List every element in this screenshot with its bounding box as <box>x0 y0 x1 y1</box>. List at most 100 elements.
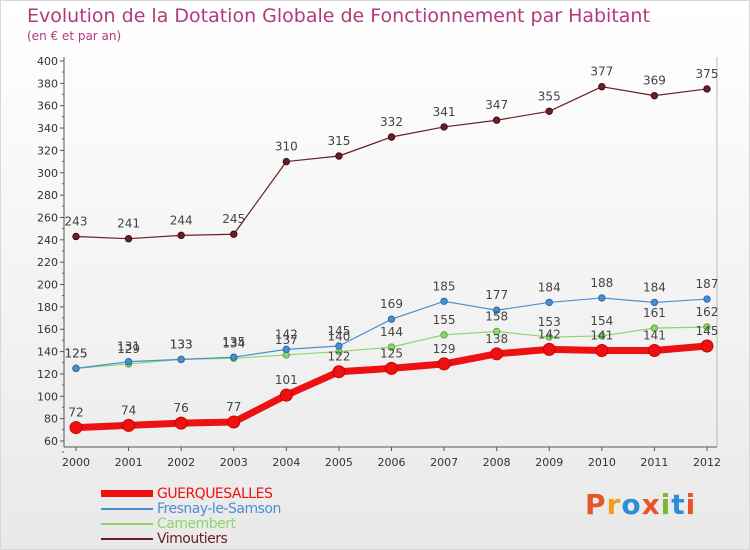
data-point <box>545 298 553 307</box>
data-point <box>650 324 659 332</box>
data-point <box>124 357 133 366</box>
data-point <box>230 353 238 361</box>
legend-label: Vimoutiers <box>157 530 228 547</box>
x-tick-label: 2003 <box>220 456 248 469</box>
data-label: 142 <box>538 327 561 341</box>
data-label: 137 <box>275 333 298 347</box>
y-tick-label: 380 <box>37 77 58 90</box>
data-label: 162 <box>696 305 719 319</box>
data-label: 74 <box>121 403 136 417</box>
x-tick-label: 2000 <box>62 456 90 469</box>
y-tick-label: 180 <box>37 301 58 314</box>
legend-swatch <box>101 490 153 497</box>
data-label: 145 <box>327 324 350 338</box>
data-label: 77 <box>226 400 241 414</box>
data-label: 188 <box>590 276 613 290</box>
y-tick-label: 200 <box>37 279 58 292</box>
legend-swatch <box>101 522 153 525</box>
legend-item: Fresnay-le-Samson <box>101 500 281 517</box>
data-label: 155 <box>433 313 456 327</box>
data-point <box>545 333 553 341</box>
legend-swatch <box>101 507 153 510</box>
data-point <box>174 416 188 430</box>
y-tick-label: 60 <box>44 435 58 448</box>
y-tick-label: 240 <box>37 234 58 247</box>
data-point <box>72 364 80 373</box>
y-tick-label: 280 <box>37 189 58 202</box>
data-label: 332 <box>380 115 403 129</box>
data-label: 177 <box>485 288 508 302</box>
x-tick-label: 2011 <box>640 456 668 469</box>
data-label: 355 <box>538 89 561 103</box>
legend: GUERQUESALLES Fresnay-le-Samson Camembert V… <box>101 485 281 547</box>
y-tick-label: 220 <box>37 256 58 269</box>
data-point <box>335 152 343 160</box>
data-label: 141 <box>643 328 666 342</box>
data-label: 131 <box>117 340 140 354</box>
data-label: 133 <box>170 337 193 351</box>
x-tick-label: 2007 <box>430 456 458 469</box>
data-label: 341 <box>433 105 456 119</box>
data-point <box>595 343 609 357</box>
data-point <box>69 421 83 435</box>
x-tick-label: 2012 <box>693 456 721 469</box>
data-point <box>177 231 185 240</box>
data-point <box>177 355 185 364</box>
data-label: 76 <box>174 401 189 415</box>
data-point <box>124 235 133 243</box>
data-label: 375 <box>696 67 719 81</box>
data-point <box>227 415 241 429</box>
y-tick-label: 140 <box>37 346 58 359</box>
x-tick-label: 2005 <box>325 456 353 469</box>
chart-title: Evolution de la Dotation Globale de Fonc… <box>27 5 650 27</box>
data-point <box>440 331 448 339</box>
data-label: 241 <box>117 217 140 231</box>
data-point <box>335 342 343 350</box>
data-point <box>332 365 346 379</box>
data-label: 129 <box>433 342 456 356</box>
data-label: 184 <box>643 280 666 294</box>
data-label: 125 <box>65 346 88 360</box>
data-label: 122 <box>327 350 350 364</box>
legend-item: Camembert <box>101 516 281 532</box>
data-point <box>387 133 396 141</box>
chart-subtitle: (en € et par an) <box>27 29 122 43</box>
data-point <box>542 342 556 356</box>
data-label: 315 <box>327 134 350 148</box>
data-label: 129 <box>117 342 140 356</box>
data-label: 125 <box>65 346 88 360</box>
data-label: 245 <box>222 212 245 226</box>
data-label: 133 <box>170 337 193 351</box>
data-label: 153 <box>538 315 561 329</box>
data-label: 135 <box>222 335 245 349</box>
x-tick-label: 2006 <box>378 456 406 469</box>
data-label: 244 <box>170 213 193 227</box>
legend-item: GUERQUESALLES <box>101 485 281 502</box>
data-point <box>385 361 398 375</box>
y-tick-label: 100 <box>37 390 58 403</box>
y-tick-label: 400 <box>37 55 58 68</box>
data-point <box>492 327 501 336</box>
series-fresnay-le-samson <box>72 294 711 373</box>
axes: 60 80 100 120 140 160 180 200 220 240 260 280 300 320… <box>37 55 721 469</box>
data-point <box>387 343 396 351</box>
data-point <box>282 345 291 354</box>
data-label: 138 <box>485 332 508 346</box>
series-vimoutiers <box>72 83 711 243</box>
data-label: 187 <box>696 277 719 291</box>
data-point <box>492 306 501 314</box>
data-label: 101 <box>275 373 298 387</box>
data-point <box>279 388 293 402</box>
data-point <box>440 297 448 305</box>
data-label: 142 <box>275 327 298 341</box>
data-point <box>650 91 659 100</box>
legend-label: Fresnay-le-Samson <box>157 500 281 517</box>
data-label: 185 <box>433 279 456 293</box>
data-label: 154 <box>590 314 613 328</box>
y-tick-label: 340 <box>37 122 58 135</box>
data-label: 144 <box>380 325 403 339</box>
y-tick-label: 260 <box>37 211 58 224</box>
y-tick-label: 300 <box>37 167 58 180</box>
legend-label: GUERQUESALLES <box>157 485 273 502</box>
